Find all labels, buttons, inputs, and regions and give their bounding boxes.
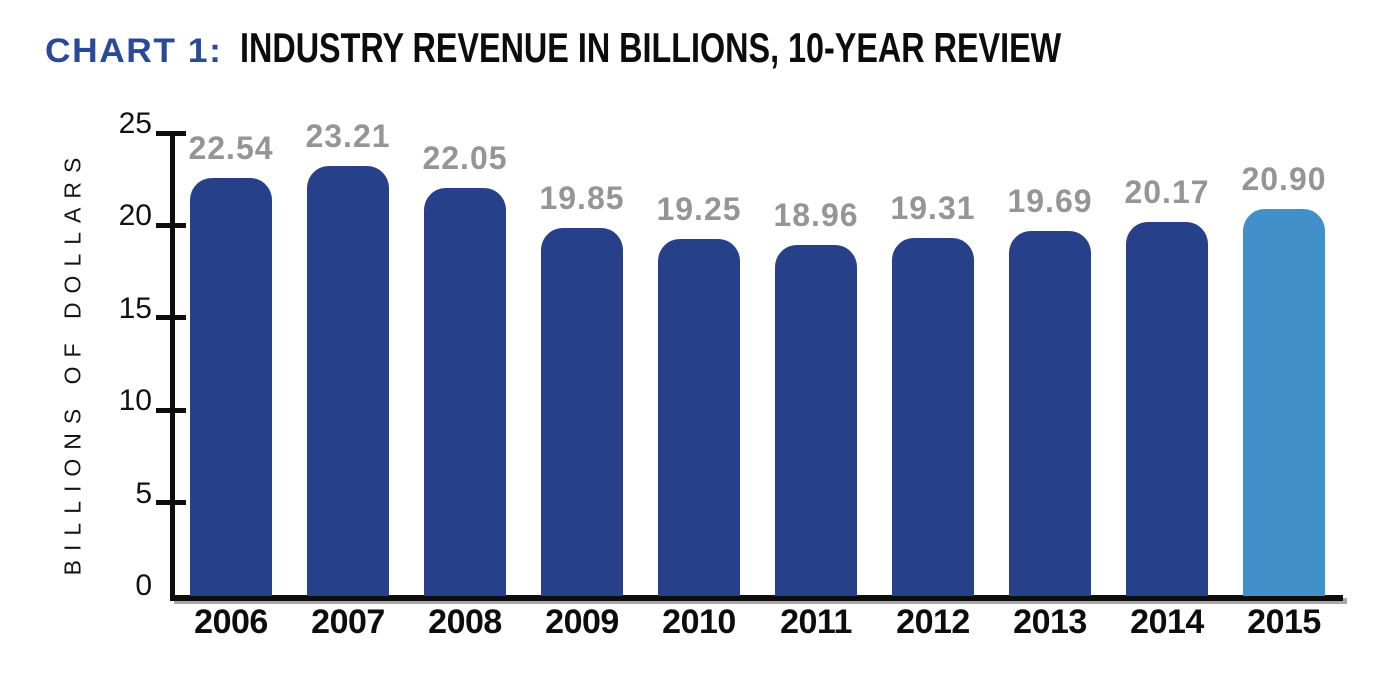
y-axis-tick-label-15: 15 (118, 291, 152, 325)
bar-2010 (658, 239, 740, 596)
bar-2006 (190, 178, 272, 596)
x-axis-label-2013: 2013 (1013, 603, 1087, 641)
bar-2015 (1243, 208, 1325, 596)
bar-value-label-2006: 22.54 (188, 130, 274, 167)
bar-value-label-2012: 19.31 (890, 190, 976, 227)
bar-2012 (892, 238, 974, 596)
y-axis-tick-label-10: 10 (118, 384, 152, 418)
bar-value-label-2013: 19.69 (1007, 183, 1093, 220)
bar-value-label-2014: 20.17 (1124, 174, 1210, 211)
y-axis-tick-label-20: 20 (118, 199, 152, 233)
bar-value-label-2010: 19.25 (656, 191, 742, 228)
y-axis-tick-15 (156, 315, 186, 321)
x-axis-label-2009: 2009 (545, 603, 619, 641)
bar-2014 (1126, 222, 1208, 596)
x-axis-label-2014: 2014 (1130, 603, 1204, 641)
y-axis-tick-label-0: 0 (135, 569, 152, 602)
bar-2007 (307, 166, 389, 596)
x-axis-label-2010: 2010 (662, 603, 736, 641)
x-axis-label-2006: 2006 (194, 603, 268, 641)
bar-2008 (424, 187, 506, 596)
bar-value-label-2011: 18.96 (773, 196, 859, 233)
y-axis-tick-25 (156, 130, 186, 136)
y-axis-tick-label-25: 25 (118, 107, 152, 140)
bar-value-label-2015: 20.90 (1241, 160, 1327, 197)
bar-2009 (541, 228, 623, 596)
x-axis-label-2012: 2012 (896, 603, 970, 641)
bar-value-label-2009: 19.85 (539, 180, 625, 217)
x-axis-label-2008: 2008 (428, 603, 502, 641)
x-axis-label-2007: 2007 (311, 603, 385, 641)
y-axis-line (170, 131, 175, 595)
x-axis-label-2015: 2015 (1247, 603, 1321, 641)
x-axis-label-2011: 2011 (780, 603, 852, 641)
bar-2011 (775, 244, 857, 596)
chart-title: INDUSTRY REVENUE IN BILLIONS, 10-YEAR RE… (239, 24, 1061, 71)
x-axis-line (170, 595, 1343, 601)
bar-value-label-2008: 22.05 (422, 139, 508, 176)
bar-2013 (1009, 231, 1091, 596)
y-axis-tick-label-5: 5 (135, 476, 152, 510)
chart-header: CHART 1: INDUSTRY REVENUE IN BILLIONS, 1… (45, 24, 1306, 72)
bar-value-label-2007: 23.21 (305, 118, 391, 155)
chart-number-label: CHART 1: (45, 32, 223, 70)
y-axis-tick-5 (156, 500, 186, 506)
y-axis-tick-20 (156, 222, 186, 228)
y-axis-tick-10 (156, 407, 186, 413)
